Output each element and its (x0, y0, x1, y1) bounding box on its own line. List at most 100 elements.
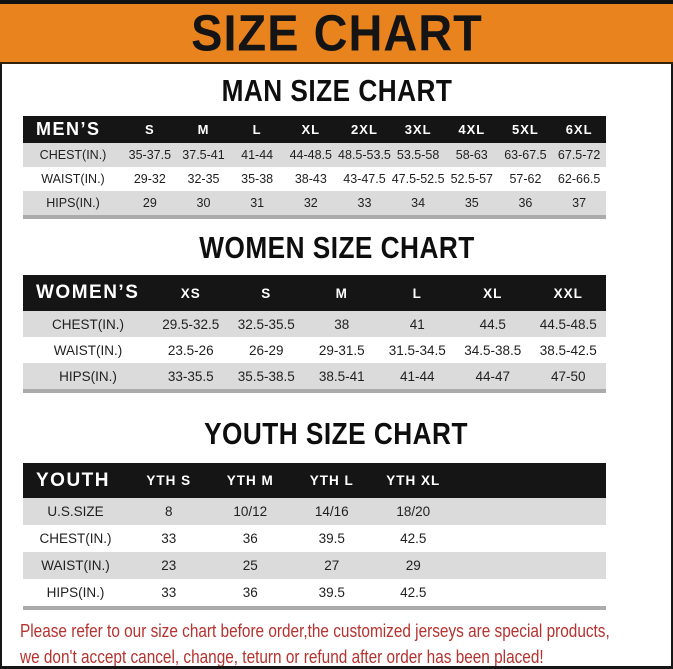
row-label: CHEST(IN.) (39, 531, 112, 546)
size-value: 44.5 (455, 311, 531, 337)
size-value: 48.5-53.5 (337, 143, 392, 167)
men-size-table: MEN’S S M L XL 2XL 3XL 4XL 5XL 6XL CHEST(IN.) 35-37… (23, 116, 606, 215)
size-value: 18/20 (372, 498, 454, 525)
size-value: 31 (230, 191, 284, 215)
table-row: HIPS(IN.) 33-35.5 35.5-38.5 38.5-41 41-44 44-… (23, 363, 606, 389)
banner: SIZE CHART (0, 4, 673, 64)
size-value: 63-67.5 (498, 143, 553, 167)
size-value: 34.5-38.5 (464, 342, 522, 358)
note-line-1: Please refer to our size chart before or… (20, 618, 671, 644)
column-header: XL (283, 116, 338, 143)
row-filler (454, 525, 606, 552)
column-header: 2XL (337, 116, 392, 143)
size-value: 43-47.5 (343, 172, 386, 186)
table-row: WAIST(IN.) 23 25 27 29 (23, 552, 606, 579)
size-value: 35 (444, 191, 499, 215)
column-header: 6XL (552, 116, 606, 143)
size-value: 58-63 (444, 143, 499, 167)
column-header: L (230, 116, 284, 143)
table-row: HIPS(IN.) 29 30 31 32 33 34 35 36 37 (23, 191, 606, 215)
top-black-strip (0, 0, 673, 4)
table-row: WAIST(IN.) 29-32 32-35 35-38 38-43 43-47.5 47.… (23, 167, 606, 191)
row-filler (454, 579, 606, 606)
size-value: 29 (372, 552, 454, 579)
size-value: 39.5 (318, 585, 345, 600)
size-value: 30 (176, 191, 231, 215)
column-header: YTH S (128, 463, 210, 498)
header-filler (454, 463, 606, 498)
table-corner-label: YOUTH (23, 463, 128, 498)
size-value: 38-43 (294, 172, 327, 186)
size-value: 52.5-57 (450, 172, 493, 186)
size-value: 29-31.5 (318, 342, 365, 358)
youth-section-title: YOUTH SIZE CHART (2, 417, 671, 451)
table-header-row: WOMEN’S XS S M L XL XXL (23, 275, 606, 311)
row-label: HIPS(IN.) (46, 585, 105, 600)
column-header: XL (455, 275, 531, 311)
table-row: HIPS(IN.) 33 36 39.5 42.5 (23, 579, 606, 606)
size-value: 38.5-42.5 (539, 342, 597, 358)
column-header: 4XL (444, 116, 499, 143)
size-value: 32 (283, 191, 338, 215)
size-value: 38 (304, 311, 380, 337)
column-header: 3XL (391, 116, 445, 143)
size-value: 42.5 (400, 531, 427, 546)
women-table-wrap: WOMEN’S XS S M L XL XXL CHEST(IN.) 29.5-32.5 32.5… (23, 275, 606, 393)
note-line-2-text: we don't accept cancel, change, teturn o… (20, 646, 544, 667)
size-value: 41-44 (379, 363, 455, 389)
size-value: 44.5-48.5 (530, 311, 606, 337)
size-value: 38.5-41 (304, 363, 380, 389)
size-value: 33 (161, 585, 177, 600)
column-header: M (304, 275, 380, 311)
column-header: YTH L (291, 463, 373, 498)
size-value: 25 (209, 552, 291, 579)
size-value: 27 (291, 552, 373, 579)
size-value: 32.5-35.5 (228, 311, 304, 337)
size-value: 67.5-72 (552, 143, 606, 167)
row-label: WAIST(IN.) (23, 552, 128, 579)
table-row: CHEST(IN.) 35-37.5 37.5-41 41-44 44-48.5 48.5… (23, 143, 606, 167)
column-header: L (379, 275, 455, 311)
row-label: U.S.SIZE (23, 498, 128, 525)
column-header: M (176, 116, 231, 143)
size-value: 36 (242, 585, 258, 600)
row-label: HIPS(IN.) (23, 191, 124, 215)
row-label: WAIST(IN.) (53, 342, 123, 358)
size-value: 37 (552, 191, 606, 215)
size-value: 29-32 (133, 172, 166, 186)
column-header: YTH M (209, 463, 291, 498)
size-value: 62-66.5 (557, 172, 601, 186)
size-value: 41 (379, 311, 455, 337)
size-value: 31.5-34.5 (388, 342, 446, 358)
size-value: 47.5-52.5 (391, 172, 445, 186)
table-corner-label: WOMEN’S (23, 275, 153, 311)
youth-table-wrap: YOUTH YTH S YTH M YTH L YTH XL U.S.SIZE 8 10/12… (23, 463, 606, 610)
size-value: 33 (161, 531, 177, 546)
size-value: 33-35.5 (153, 363, 229, 389)
size-value: 8 (128, 498, 210, 525)
column-header: 5XL (498, 116, 553, 143)
size-value: 37.5-41 (176, 143, 231, 167)
size-value: 44-47 (455, 363, 531, 389)
size-value: 35-37.5 (123, 143, 177, 167)
content-frame: MAN SIZE CHART MEN’S S M L XL 2XL 3XL 4XL 5XL 6XL… (0, 64, 673, 669)
table-row: CHEST(IN.) 29.5-32.5 32.5-35.5 38 41 44.5 44.5… (23, 311, 606, 337)
table-row: WAIST(IN.) 23.5-26 26-29 29-31.5 31.5-34.5 34… (23, 337, 606, 363)
size-value: 35.5-38.5 (228, 363, 304, 389)
row-label: CHEST(IN.) (23, 311, 153, 337)
size-value: 41-44 (230, 143, 284, 167)
row-filler (454, 498, 606, 525)
size-value: 36 (242, 531, 258, 546)
size-value: 44-48.5 (283, 143, 338, 167)
size-value: 39.5 (318, 531, 345, 546)
men-section-title: MAN SIZE CHART (2, 74, 671, 108)
size-value: 29 (123, 191, 177, 215)
table-row: U.S.SIZE 8 10/12 14/16 18/20 (23, 498, 606, 525)
women-section-title: WOMEN SIZE CHART (2, 231, 671, 265)
women-size-section: WOMEN SIZE CHART WOMEN’S XS S M L XL XXL CHEST(… (2, 231, 671, 393)
size-value: 34 (391, 191, 445, 215)
table-header-row: YOUTH YTH S YTH M YTH L YTH XL (23, 463, 606, 498)
column-header: XS (153, 275, 229, 311)
table-corner-label: MEN’S (23, 116, 124, 143)
